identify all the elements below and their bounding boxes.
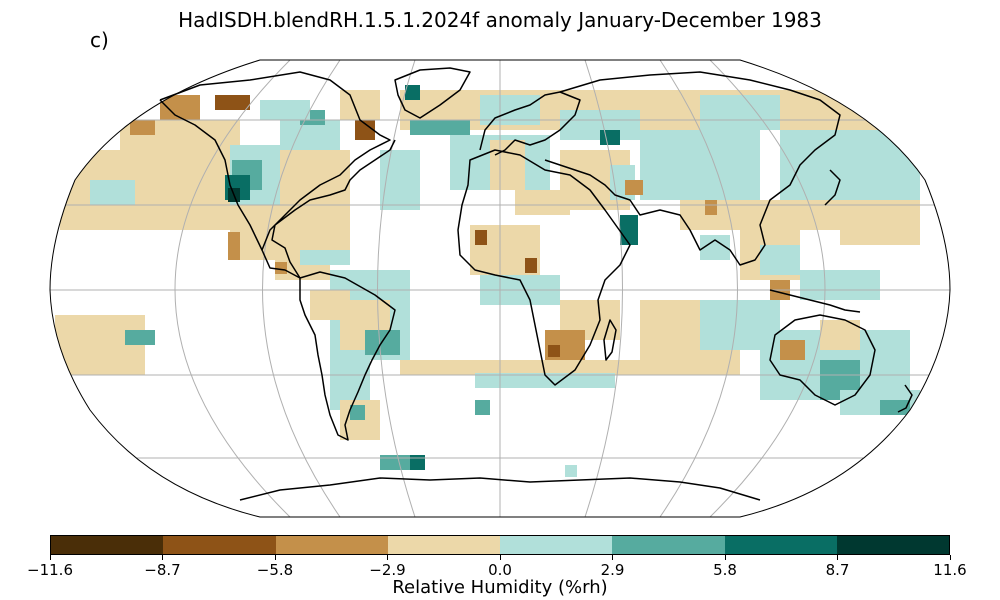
colorbar-segment-5: [612, 536, 725, 554]
colorbar-label: Relative Humidity (%rh): [392, 577, 608, 598]
colorbar: [50, 535, 950, 555]
colorbar-tick-label: −5.8: [256, 561, 294, 579]
colorbar-tick: [49, 555, 51, 560]
colorbar-segment-6: [724, 536, 837, 554]
asia-coast: [544, 71, 841, 266]
colorbar-tick: [612, 555, 613, 560]
colorbar-tick: [949, 555, 951, 560]
colorbar-tick-label: −11.6: [27, 561, 73, 579]
anomaly-grid: [55, 85, 920, 477]
chart-title: HadISDH.blendRH.1.5.1.2024f anomaly Janu…: [178, 8, 822, 32]
globe-outline: [49, 59, 951, 518]
colorbar-segment-1: [163, 536, 276, 554]
coastlines: [159, 67, 913, 501]
colorbar-tick-label: −2.9: [369, 561, 406, 579]
indonesia-coast: [769, 289, 861, 313]
colorbar-tick: [162, 555, 163, 560]
madagascar-coast: [603, 319, 617, 361]
colorbar-segment-4: [500, 536, 613, 554]
colorbar-tick: [724, 555, 726, 560]
colorbar-tick-label: 0.0: [488, 561, 512, 579]
south-america-coast: [299, 271, 396, 441]
africa-coast: [457, 149, 631, 386]
colorbar-tick-label: 5.8: [713, 561, 737, 579]
colorbar-tick-label: 2.9: [600, 561, 625, 579]
new-zealand-coast: [897, 384, 913, 413]
europe-coast: [479, 91, 581, 156]
antarctica-coast: [239, 477, 761, 501]
colorbar-tick: [837, 555, 838, 560]
japan-coast: [824, 169, 841, 206]
north-america-west-coast: [159, 99, 263, 251]
colorbar-tick: [387, 555, 388, 560]
australia-coast: [769, 314, 876, 406]
colorbar-tick: [274, 555, 276, 560]
graticule: [50, 60, 950, 517]
world-map: [49, 59, 951, 518]
colorbar-segment-2: [275, 536, 388, 554]
panel-label: c): [90, 28, 109, 52]
colorbar-segment-0: [51, 536, 164, 554]
colorbar-tick-label: 11.6: [933, 561, 967, 579]
colorbar-segment-7: [836, 536, 949, 554]
colorbar-tick: [499, 555, 501, 560]
colorbar-segment-3: [387, 536, 500, 554]
colorbar-tick-label: 8.7: [825, 561, 850, 579]
greenland-coast: [394, 67, 471, 119]
colorbar-tick-label: −8.7: [144, 561, 181, 579]
